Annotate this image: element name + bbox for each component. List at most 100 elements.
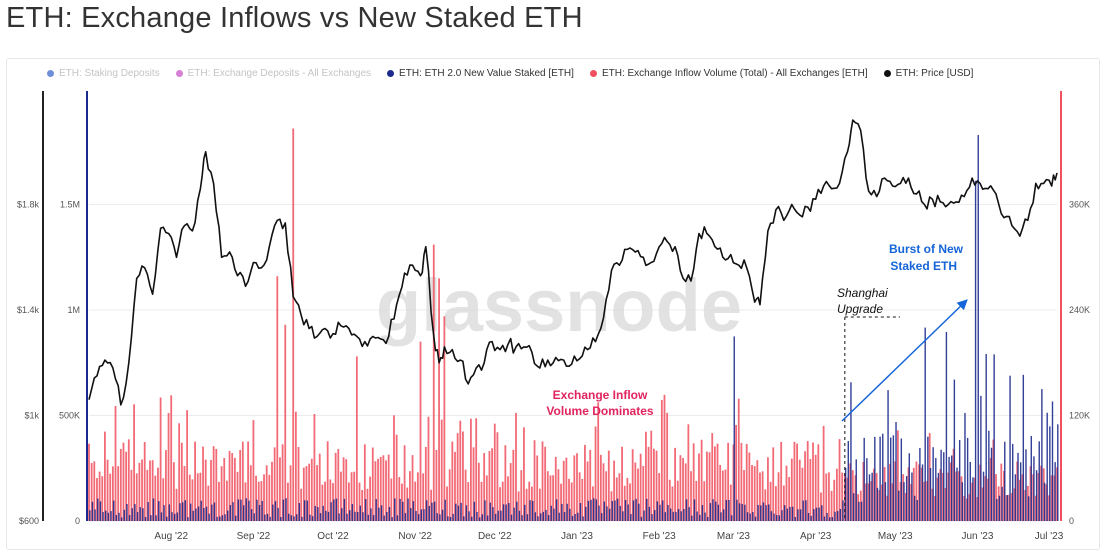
inflow-bar xyxy=(602,463,605,521)
inflow-bar xyxy=(167,412,170,521)
inflow-bar xyxy=(228,450,231,521)
inflow-bar xyxy=(684,463,687,521)
staked-bar xyxy=(277,507,279,521)
staked-bar xyxy=(921,464,924,521)
inflow-bar xyxy=(432,244,435,521)
staked-bar xyxy=(693,499,696,521)
staked-bar xyxy=(261,501,263,521)
legend-item-staking-deposits[interactable]: ETH: Staking Deposits xyxy=(47,68,160,79)
legend-item-new-value-staked[interactable]: ETH: ETH 2.0 New Value Staked [ETH] xyxy=(387,68,574,79)
chart-legend: ETH: Staking Deposits ETH: Exchange Depo… xyxy=(47,68,973,79)
inflow-bar xyxy=(268,474,271,521)
staked-bar xyxy=(449,517,452,521)
inflow-bar xyxy=(321,484,324,521)
staked-bar xyxy=(553,508,555,521)
inflow-bar xyxy=(512,449,515,521)
inflow-bar xyxy=(711,433,714,521)
staked-bar xyxy=(892,435,895,521)
staked-bar xyxy=(356,511,359,521)
staked-bar xyxy=(242,505,245,521)
staked-bar xyxy=(688,507,690,521)
inflow-bar xyxy=(398,477,401,521)
inflow-bar xyxy=(340,471,342,521)
staked-bar xyxy=(120,517,123,521)
inflow-bar xyxy=(178,423,181,521)
inflow-bar xyxy=(1029,466,1032,521)
inflow-bar xyxy=(183,466,186,521)
inflow-bar xyxy=(904,493,907,521)
staked-bar xyxy=(234,515,237,521)
staked-bar xyxy=(717,504,720,521)
inflow-bar xyxy=(496,432,499,521)
staked-bar xyxy=(606,506,608,521)
staked-bar xyxy=(844,467,847,521)
legend-label: ETH: Exchange Deposits - All Exchanges xyxy=(187,68,372,79)
inflow-bar xyxy=(1024,489,1027,521)
staked-bar xyxy=(314,506,316,521)
inflow-bar xyxy=(345,459,348,521)
legend-item-exchange-inflow-volume[interactable]: ETH: Exchange Inflow Volume (Total) - Al… xyxy=(589,68,868,79)
staked-bar xyxy=(675,511,677,521)
staked-bar xyxy=(958,440,961,521)
staked-bar xyxy=(319,513,322,521)
inflow-bar xyxy=(782,485,785,521)
staked-bar xyxy=(770,511,773,521)
staked-bar xyxy=(494,513,497,521)
staked-bar xyxy=(585,506,587,521)
staked-bar xyxy=(677,508,680,521)
inflow-bar xyxy=(501,481,504,521)
inflow-bar xyxy=(525,488,528,521)
inflow-bar xyxy=(812,442,814,521)
inflow-bar xyxy=(989,458,992,521)
staked-bar xyxy=(1051,401,1054,521)
staked-bar xyxy=(953,379,956,521)
staked-bar xyxy=(863,437,865,521)
inflow-bar xyxy=(735,425,738,521)
inflow-bar xyxy=(533,440,536,521)
staked-bar xyxy=(229,505,232,521)
inflow-bar xyxy=(660,400,663,521)
staked-bar xyxy=(704,512,706,521)
staked-bar xyxy=(1006,495,1009,521)
inflow-bar xyxy=(753,466,756,521)
inflow-bar xyxy=(517,491,520,521)
staked-bar xyxy=(590,499,592,521)
staked-bar xyxy=(691,515,693,521)
staked-bar xyxy=(200,500,202,521)
staked-bar xyxy=(362,512,364,521)
staked-bar xyxy=(969,461,971,521)
inflow-bar xyxy=(721,470,724,521)
legend-dot-icon xyxy=(589,70,597,77)
staked-bar xyxy=(974,180,977,521)
staked-bar xyxy=(216,516,218,521)
staked-bar xyxy=(598,505,600,521)
inflow-bar xyxy=(549,475,552,521)
legend-item-price[interactable]: ETH: Price [USD] xyxy=(883,68,973,79)
staked-bar xyxy=(831,517,834,521)
inflow-bar xyxy=(562,460,565,521)
price-tick-label: $1.4k xyxy=(17,305,40,315)
staked-bar xyxy=(1033,456,1035,521)
inflow-bar xyxy=(981,487,984,521)
staked-bar xyxy=(407,498,409,521)
inflow-bar xyxy=(141,459,143,521)
inflow-bar xyxy=(191,479,194,521)
inflow-bar xyxy=(472,447,475,521)
staked-bar xyxy=(622,511,624,521)
staked-bar xyxy=(489,502,491,521)
staked-bar xyxy=(187,517,189,521)
staked-bar xyxy=(582,516,584,521)
inflow-bar xyxy=(870,481,873,521)
inflow-bar xyxy=(358,482,361,521)
staked-bar xyxy=(465,505,468,521)
inflow-bar xyxy=(324,481,326,521)
staked-bar xyxy=(579,503,582,521)
inflow-bar xyxy=(507,476,509,521)
staked-bar xyxy=(115,515,118,521)
legend-item-exchange-deposits[interactable]: ETH: Exchange Deposits - All Exchanges xyxy=(175,68,372,79)
chart-panel: ETH: Staking Deposits ETH: Exchange Depo… xyxy=(6,58,1100,550)
inflow-bar xyxy=(265,465,268,521)
inflow-bar xyxy=(809,458,812,521)
staked-bar xyxy=(521,515,523,521)
staked-bar xyxy=(577,512,579,521)
